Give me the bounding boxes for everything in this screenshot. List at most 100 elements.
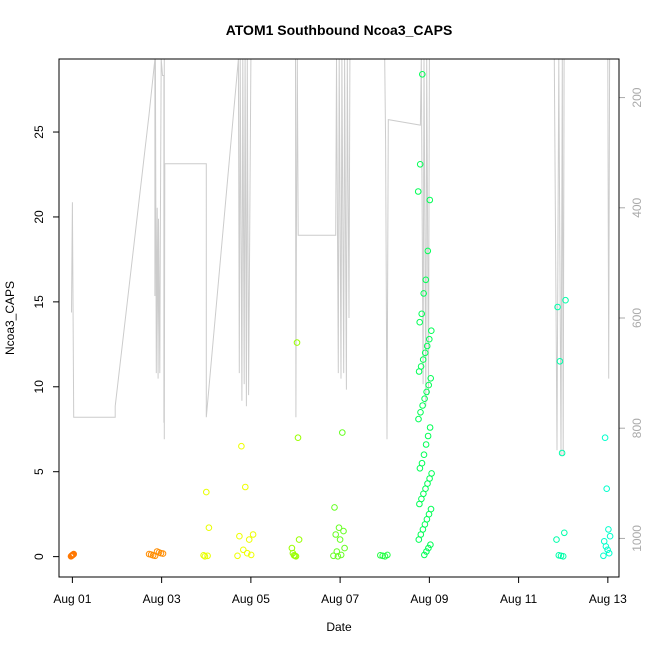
data-point	[424, 432, 432, 440]
data-point	[417, 363, 425, 370]
data-point	[234, 552, 241, 560]
y2-tick-label: 600	[630, 308, 644, 328]
data-point	[561, 529, 568, 537]
data-point	[428, 470, 435, 477]
data-point	[425, 544, 432, 552]
data-point	[424, 247, 432, 255]
y-tick-label: 25	[32, 125, 46, 139]
x-tick-label: Aug 01	[53, 592, 91, 606]
data-point	[416, 318, 424, 326]
data-point	[601, 434, 609, 442]
data-point	[423, 342, 431, 350]
data-point	[293, 339, 301, 346]
data-point	[295, 536, 303, 543]
data-point	[422, 441, 430, 448]
y2-tick-label: 1000	[630, 525, 644, 552]
y-tick-label: 5	[32, 468, 46, 475]
data-point	[427, 541, 434, 549]
data-point	[562, 296, 569, 304]
data-point	[377, 552, 384, 559]
data-point	[204, 552, 211, 560]
data-point	[425, 381, 433, 389]
data-point	[334, 553, 342, 560]
data-point	[247, 551, 255, 559]
data-point	[419, 71, 426, 78]
y-tick-label: 0	[32, 553, 46, 560]
data-point	[205, 524, 213, 532]
data-point	[606, 532, 614, 540]
data-point	[417, 409, 424, 416]
data-point	[200, 552, 207, 559]
data-point	[427, 505, 435, 513]
y2-tick-label: 200	[630, 87, 644, 107]
depth-trace-line	[71, 58, 611, 456]
y2-tick-label: 800	[630, 418, 644, 438]
data-point	[294, 434, 302, 442]
data-point	[555, 552, 563, 559]
data-point	[421, 349, 429, 357]
data-point	[341, 544, 348, 552]
data-point	[331, 504, 338, 511]
y2-tick-label: 400	[630, 197, 644, 217]
data-point	[242, 483, 249, 491]
y-axis-label: Ncoa3_CAPS	[3, 281, 17, 355]
data-point	[384, 551, 391, 559]
data-point	[414, 188, 422, 195]
data-point	[245, 536, 253, 543]
data-point	[339, 429, 346, 436]
data-point	[153, 548, 161, 555]
data-point	[419, 356, 427, 363]
data-point	[421, 395, 428, 403]
data-point	[600, 552, 607, 560]
data-point	[604, 546, 611, 554]
data-point	[426, 196, 434, 204]
data-point	[556, 358, 564, 365]
depth-trace-layer	[71, 58, 611, 456]
x-tick-label: Aug 07	[321, 592, 359, 606]
data-point	[337, 551, 345, 559]
data-point	[240, 546, 247, 554]
data-point	[426, 335, 433, 343]
data-point	[333, 548, 341, 555]
data-point	[419, 402, 426, 409]
data-point	[421, 551, 428, 559]
data-point	[288, 544, 296, 552]
data-point	[420, 290, 428, 297]
data-point	[416, 161, 424, 168]
data-point	[558, 449, 566, 457]
x-axis-label: Date	[326, 620, 352, 634]
y-tick-label: 15	[32, 295, 46, 309]
data-point	[418, 459, 426, 467]
data-point	[600, 538, 608, 545]
data-point	[423, 548, 430, 555]
x-tick-label: Aug 03	[143, 592, 181, 606]
data-point	[340, 527, 347, 535]
y-tick-label: 10	[32, 380, 46, 394]
data-point	[415, 415, 422, 423]
data-point	[428, 327, 435, 335]
data-point	[203, 488, 210, 496]
y-tick-label: 20	[32, 210, 46, 224]
data-point	[249, 531, 257, 538]
plot-frame	[58, 58, 620, 578]
data-point	[332, 531, 340, 538]
data-point	[426, 424, 434, 431]
data-point	[603, 485, 611, 493]
data-point	[379, 552, 387, 560]
data-point	[201, 553, 209, 560]
data-point	[423, 388, 430, 396]
data-point	[335, 524, 343, 532]
data-point	[553, 536, 560, 543]
chart-title: ATOM1 Southbound Ncoa3_CAPS	[226, 22, 453, 38]
x-tick-label: Aug 09	[410, 592, 448, 606]
data-point	[554, 303, 561, 311]
data-point	[243, 549, 251, 557]
data-point	[605, 549, 613, 557]
data-point	[238, 442, 245, 450]
data-point	[422, 276, 430, 284]
data-point	[605, 526, 612, 533]
data-point	[70, 550, 77, 558]
x-tick-label: Aug 13	[589, 592, 627, 606]
data-point	[336, 536, 344, 543]
